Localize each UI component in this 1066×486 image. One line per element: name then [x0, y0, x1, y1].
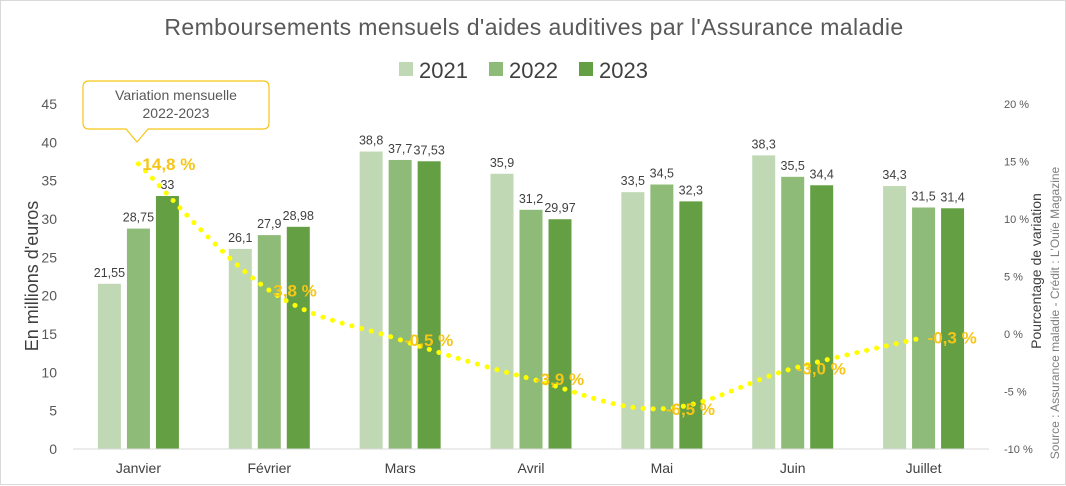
legend: 2021 2022 2023	[399, 58, 648, 83]
legend-swatch-2021	[399, 62, 413, 76]
bar-2021-juillet	[883, 186, 907, 450]
bar-value-label: 34,4	[810, 167, 834, 181]
bar-2022-mars	[388, 159, 412, 449]
bar-value-label: 37,53	[414, 143, 445, 157]
bar-value-label: 33,5	[621, 174, 645, 188]
legend-label-2021: 2021	[419, 58, 468, 83]
variation-line: 14,8 % 3,8 % -0,5 % -3,9 % -6,5 % -3,0 % -0,3 …	[135, 155, 977, 419]
bar-2021-mai	[621, 192, 645, 449]
bar-value-label: 28,98	[283, 209, 314, 223]
bar-label-group: 21,55 28,75 33 26,1 27,928,98 38,8 37,7 37,53 35…	[94, 134, 965, 280]
bar-value-label: 32,3	[679, 183, 703, 197]
bar-2022-avril	[519, 209, 543, 449]
left-axis: 0 5 10 15 20 25 30 35 40 45	[41, 96, 57, 457]
y-tick-label: 40	[41, 134, 57, 150]
bar-2022-mai	[650, 184, 674, 449]
bar-value-label: 31,5	[911, 190, 935, 204]
x-tick-label: Mai	[651, 460, 674, 476]
source-credit: Source : Assurance maladie - Crédit : L'…	[1048, 166, 1062, 459]
y-tick-label: 15	[41, 326, 57, 342]
y-tick-label: 0	[49, 441, 57, 457]
bar-2022-juin	[781, 176, 805, 450]
x-tick-label: Juin	[780, 460, 806, 476]
secondary-tick-label: 10 %	[1004, 214, 1029, 226]
bar-value-label: 35,5	[781, 159, 805, 173]
bar-value-label: 31,2	[519, 192, 543, 206]
x-tick-label: Février	[248, 460, 292, 476]
legend-label-2023: 2023	[599, 58, 648, 83]
bar-2023-janvier	[155, 196, 179, 449]
x-tick-label: Avril	[518, 460, 545, 476]
bar-2022-juillet	[912, 207, 936, 449]
bar-2022-février	[257, 235, 281, 449]
secondary-tick-label: -10 %	[1004, 444, 1033, 456]
bar-value-label: 21,55	[94, 266, 125, 280]
bar-value-label: 33	[160, 178, 174, 192]
bar-2021-juin	[752, 155, 776, 449]
bar-value-label: 26,1	[228, 231, 252, 245]
variation-value-label: 14,8 %	[142, 155, 195, 174]
bar-2023-février	[286, 226, 310, 449]
variation-callout: Variation mensuelle 2022-2023	[82, 80, 270, 143]
bar-value-label: 31,4	[940, 190, 964, 204]
bar-2023-avril	[548, 219, 572, 449]
y-tick-label: 45	[41, 96, 57, 112]
legend-swatch-2023	[579, 62, 593, 76]
secondary-tick-label: 5 %	[1004, 272, 1023, 284]
bar-2021-mars	[359, 151, 383, 450]
right-axis: -10 % -5 % 0 % 5 % 10 % 15 % 20 %	[1004, 99, 1033, 456]
secondary-axis-title: Pourcentage de variation	[1028, 193, 1044, 349]
bar-2021-janvier	[97, 283, 121, 449]
variation-dotted-curve	[135, 161, 927, 412]
bar-2021-avril	[490, 173, 514, 449]
chart-title: Remboursements mensuels d'aides auditive…	[164, 14, 903, 40]
secondary-tick-label: 15 %	[1004, 157, 1029, 169]
variation-value-label: -0,3 %	[928, 328, 977, 347]
bar-2023-mai	[679, 201, 703, 449]
variation-value-label: -3,0 %	[797, 360, 846, 379]
variation-value-label: 3,8 %	[273, 281, 316, 300]
callout-line-2: 2022-2023	[143, 105, 210, 121]
y-tick-label: 25	[41, 249, 57, 265]
y-tick-label: 5	[49, 403, 57, 419]
callout-line-1: Variation mensuelle	[115, 87, 237, 103]
bar-value-label: 27,9	[257, 217, 281, 231]
secondary-tick-label: 20 %	[1004, 99, 1029, 111]
bar-2023-juin	[810, 185, 834, 449]
y-tick-label: 30	[41, 211, 57, 227]
y-tick-label: 10	[41, 364, 57, 380]
x-tick-label: Mars	[385, 460, 416, 476]
y-tick-label: 20	[41, 288, 57, 304]
bar-value-label: 35,9	[490, 156, 514, 170]
x-tick-label: Janvier	[116, 460, 161, 476]
variation-value-label: -6,5 %	[666, 400, 715, 419]
y-axis-title: En millions d'euros	[22, 201, 42, 352]
bar-value-label: 38,3	[752, 137, 776, 151]
bar-2021-février	[228, 248, 252, 449]
legend-swatch-2022	[489, 62, 503, 76]
bar-2023-mars	[417, 161, 441, 449]
legend-label-2022: 2022	[509, 58, 558, 83]
bar-value-label: 38,8	[359, 134, 383, 148]
bar-value-label: 34,3	[882, 168, 906, 182]
y-tick-label: 35	[41, 173, 57, 189]
x-tick-label: Juillet	[906, 460, 942, 476]
bar-2022-janvier	[126, 228, 150, 449]
bar-value-label: 28,75	[123, 211, 154, 225]
bar-value-label: 34,5	[650, 167, 674, 181]
secondary-tick-label: -5 %	[1004, 387, 1027, 399]
variation-value-label: -3,9 %	[535, 370, 584, 389]
bar-value-label: 29,97	[544, 201, 575, 215]
bar-2023-juillet	[941, 208, 965, 449]
bar-value-label: 37,7	[388, 142, 412, 156]
secondary-tick-label: 0 %	[1004, 329, 1023, 341]
callout-bubble	[82, 80, 270, 143]
category-axis: Janvier Février Mars Avril Mai Juin Juillet	[73, 448, 989, 476]
variation-value-label: -0,5 %	[404, 331, 453, 350]
